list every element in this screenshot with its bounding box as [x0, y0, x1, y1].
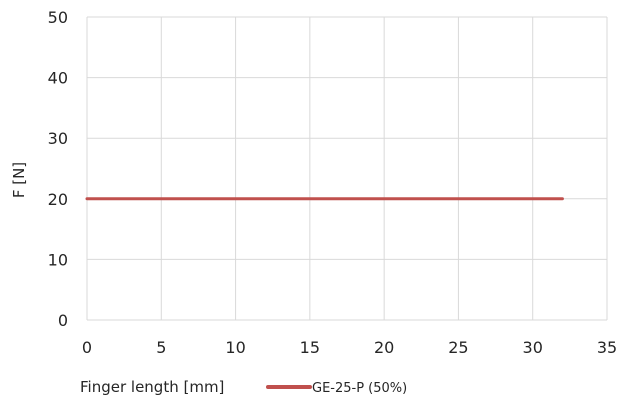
x-tick-label: 15: [300, 338, 320, 357]
y-axis-title: F [N]: [10, 162, 28, 198]
y-tick-label: 50: [48, 8, 68, 27]
x-tick-label: 20: [374, 338, 394, 357]
x-tick-label: 35: [597, 338, 617, 357]
x-tick-label: 0: [82, 338, 92, 357]
x-tick-label: 5: [156, 338, 166, 357]
y-tick-label: 20: [48, 190, 68, 209]
x-tick-label: 25: [448, 338, 468, 357]
y-tick-label: 40: [48, 69, 68, 88]
y-tick-label: 10: [48, 250, 68, 269]
x-tick-label: 10: [225, 338, 245, 357]
y-tick-label: 0: [58, 311, 68, 330]
x-tick-labels: 0 5 10 15 20 25 30 35: [82, 338, 617, 357]
y-tick-label: 30: [48, 129, 68, 148]
legend-label: GE-25-P (50%): [312, 381, 407, 396]
legend: GE-25-P (50%): [266, 381, 407, 396]
x-tick-label: 30: [523, 338, 543, 357]
y-tick-labels: 0 10 20 30 40 50: [48, 8, 68, 330]
x-axis-title: Finger length [mm]: [80, 378, 224, 396]
grid: [86, 16, 608, 321]
